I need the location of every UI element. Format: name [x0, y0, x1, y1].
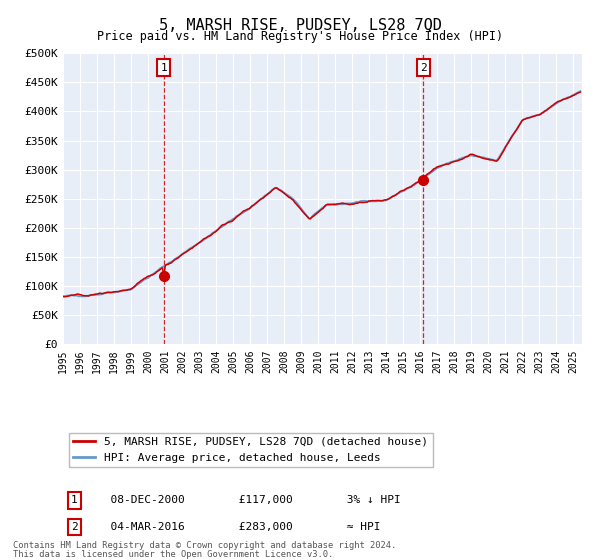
Text: Contains HM Land Registry data © Crown copyright and database right 2024.: Contains HM Land Registry data © Crown c… [13, 541, 397, 550]
Text: 08-DEC-2000        £117,000        3% ↓ HPI: 08-DEC-2000 £117,000 3% ↓ HPI [97, 495, 400, 505]
Text: 2: 2 [71, 522, 78, 532]
Text: 1: 1 [160, 63, 167, 73]
Text: Price paid vs. HM Land Registry's House Price Index (HPI): Price paid vs. HM Land Registry's House … [97, 30, 503, 43]
Legend: 5, MARSH RISE, PUDSEY, LS28 7QD (detached house), HPI: Average price, detached h: 5, MARSH RISE, PUDSEY, LS28 7QD (detache… [68, 432, 433, 467]
Text: 5, MARSH RISE, PUDSEY, LS28 7QD: 5, MARSH RISE, PUDSEY, LS28 7QD [158, 18, 442, 34]
Text: 04-MAR-2016        £283,000        ≈ HPI: 04-MAR-2016 £283,000 ≈ HPI [97, 522, 380, 532]
Text: 1: 1 [71, 495, 78, 505]
Text: 2: 2 [420, 63, 427, 73]
Text: This data is licensed under the Open Government Licence v3.0.: This data is licensed under the Open Gov… [13, 550, 334, 559]
